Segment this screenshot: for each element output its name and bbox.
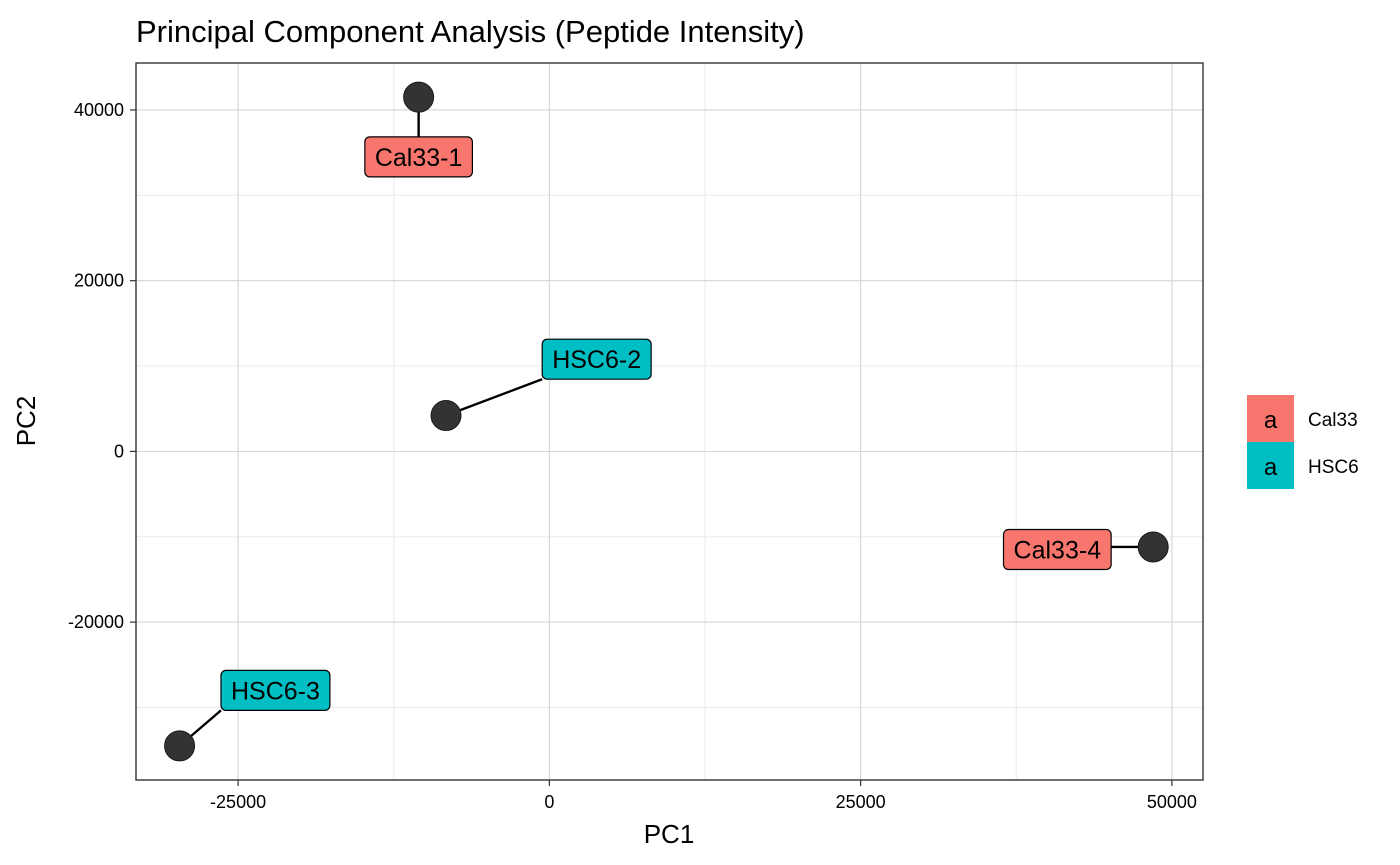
data-point bbox=[164, 730, 196, 762]
points-layer: Cal33-1 HSC6-2 Cal33-4 HSC6-3 bbox=[164, 81, 1169, 762]
legend-key bbox=[1247, 395, 1294, 442]
chart-title: Principal Component Analysis (Peptide In… bbox=[136, 14, 805, 49]
panel-background bbox=[136, 63, 1203, 780]
point-label-box bbox=[1002, 528, 1112, 571]
panel-border bbox=[135, 62, 1204, 781]
y-tick-label: 0 bbox=[114, 441, 124, 461]
major-gridlines bbox=[136, 63, 1203, 780]
legend-key-text: a bbox=[1264, 407, 1278, 434]
y-tick-label: -20000 bbox=[68, 612, 124, 632]
legend-key-text: a bbox=[1264, 454, 1278, 481]
legend-label: Cal33 bbox=[1308, 410, 1358, 431]
dot-layer bbox=[164, 81, 1169, 762]
legend-label: HSC6 bbox=[1308, 457, 1359, 478]
point-label-box bbox=[220, 669, 331, 711]
plot-panel: Cal33-1 HSC6-2 Cal33-4 HSC6-3 bbox=[135, 62, 1204, 781]
data-point bbox=[1137, 531, 1169, 563]
y-axis-ticks: -20000 0 20000 40000 bbox=[68, 100, 136, 632]
data-point bbox=[403, 81, 435, 113]
x-tick-label: 25000 bbox=[836, 792, 886, 812]
x-axis-ticks: -25000 0 25000 50000 bbox=[210, 780, 1197, 812]
legend: a Cal33 a HSC6 bbox=[1247, 395, 1359, 489]
point-label: Cal33-4 bbox=[1014, 537, 1102, 565]
x-tick-label: 0 bbox=[544, 792, 554, 812]
y-tick-label: 20000 bbox=[74, 271, 124, 291]
point-label-box bbox=[541, 338, 652, 380]
point-label: HSC6-2 bbox=[552, 346, 641, 374]
y-axis-title: PC2 bbox=[11, 396, 41, 447]
label-layer: Cal33-1 HSC6-2 Cal33-4 HSC6-3 bbox=[178, 97, 1154, 747]
x-tick-label: 50000 bbox=[1147, 792, 1197, 812]
point-label: HSC6-3 bbox=[231, 677, 320, 705]
x-axis-title: PC1 bbox=[644, 819, 695, 849]
legend-key bbox=[1247, 442, 1294, 489]
x-tick-label: -25000 bbox=[210, 792, 266, 812]
data-point bbox=[430, 400, 462, 432]
point-label: Cal33-1 bbox=[375, 144, 463, 172]
leader-line bbox=[445, 378, 543, 417]
y-tick-label: 40000 bbox=[74, 100, 124, 120]
